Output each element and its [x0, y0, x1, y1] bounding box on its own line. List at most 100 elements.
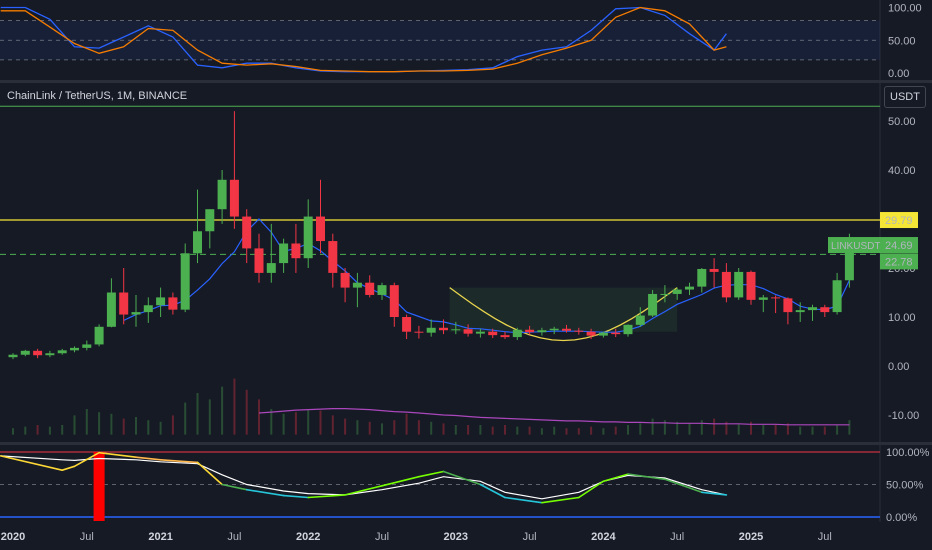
- candle: [82, 340, 92, 351]
- volume-bar: [713, 418, 716, 435]
- candle-body: [844, 245, 854, 281]
- osc-main-line-segment: [73, 451, 100, 468]
- candle-body: [106, 292, 116, 327]
- candle: [525, 325, 535, 335]
- stoch-tick-label: 0.00: [888, 68, 909, 80]
- candle: [488, 328, 498, 339]
- stoch-tick-label: 50.00: [888, 35, 916, 47]
- price-tick-label: 40.00: [888, 165, 916, 177]
- volume-bar: [627, 425, 629, 435]
- price-tick-label: 0.00: [888, 361, 909, 373]
- volume-bar: [663, 420, 666, 435]
- volume-bar: [725, 421, 728, 435]
- candle-body: [266, 263, 276, 273]
- volume-bar: [774, 425, 777, 435]
- candle-body: [734, 271, 744, 298]
- candle-body: [488, 331, 498, 336]
- candle-body: [562, 328, 571, 331]
- candle-body: [279, 243, 289, 264]
- volume-bar: [700, 420, 703, 435]
- candle-body: [377, 285, 387, 295]
- osc-main-line-segment: [159, 458, 199, 464]
- candle: [266, 223, 276, 283]
- volume-bar: [110, 413, 113, 435]
- time-tick-label: 2020: [1, 531, 25, 543]
- candle-body: [586, 331, 596, 336]
- candle: [451, 321, 461, 335]
- volume-bar: [405, 413, 408, 435]
- candle-body: [574, 330, 584, 332]
- volume-bar: [479, 425, 482, 435]
- volume-bar: [590, 426, 593, 435]
- osc-main-line-segment: [602, 473, 629, 483]
- candle: [611, 328, 621, 338]
- candle: [783, 297, 793, 325]
- candle: [734, 268, 744, 300]
- candle-body: [94, 326, 104, 345]
- volume-bar: [516, 426, 519, 435]
- volume-bar: [651, 418, 654, 435]
- time-tick-label: Jul: [670, 531, 684, 543]
- candle: [106, 278, 116, 328]
- volume-bar: [171, 415, 174, 435]
- cup-curve: [449, 287, 678, 342]
- currency-button[interactable]: USDT: [884, 86, 926, 108]
- time-tick-label: Jul: [523, 531, 537, 543]
- candle: [721, 263, 731, 303]
- candle: [229, 111, 239, 229]
- volume-bar: [811, 426, 814, 435]
- candle: [537, 327, 547, 336]
- volume-bar: [393, 420, 396, 435]
- volume-bar: [602, 428, 605, 435]
- last-price-label: 24.69: [885, 240, 913, 252]
- volume-bar: [454, 425, 457, 435]
- volume-bar: [430, 421, 433, 435]
- osc-tick-label: 0.00%: [886, 512, 917, 524]
- candle: [70, 346, 79, 353]
- volume-bar: [73, 415, 76, 435]
- symbol-label: LINKUSDT: [831, 241, 880, 252]
- candle-body: [365, 282, 375, 295]
- osc-main-line-segment: [504, 496, 543, 504]
- osc-tick-label: 50.00%: [886, 480, 924, 492]
- candle: [205, 209, 215, 249]
- candle-body: [635, 315, 645, 325]
- candle: [242, 209, 252, 264]
- candle: [586, 328, 596, 340]
- candle: [697, 268, 707, 293]
- volume-bar: [688, 423, 691, 435]
- volume-bar: [258, 399, 260, 435]
- candle-body: [156, 297, 166, 306]
- volume-bar: [565, 428, 568, 435]
- osc-main-line-segment: [479, 483, 506, 499]
- time-tick-label: 2021: [148, 531, 172, 543]
- volume-bar: [221, 386, 224, 435]
- osc-main-line-segment: [577, 480, 605, 499]
- candle: [574, 327, 584, 335]
- candle: [439, 319, 448, 335]
- candle-body: [611, 332, 621, 335]
- osc-main-line-segment: [627, 473, 666, 481]
- candle: [685, 282, 694, 295]
- candle: [57, 348, 67, 355]
- volume-bar: [528, 426, 531, 435]
- candle-body: [389, 285, 399, 317]
- time-tick-label: Jul: [227, 531, 241, 543]
- candle-body: [168, 297, 178, 310]
- osc-tick-label: 100.00%: [886, 447, 930, 459]
- osc-main-line-segment: [664, 478, 703, 494]
- candle: [389, 282, 399, 327]
- candle-body: [193, 231, 202, 254]
- volume-bar: [823, 426, 826, 435]
- volume-bar: [245, 389, 248, 435]
- candle-body: [697, 268, 707, 287]
- candle-body: [205, 209, 215, 232]
- candle: [316, 179, 325, 254]
- osc-main-line-segment: [61, 465, 76, 472]
- candle-body: [537, 330, 547, 333]
- candle: [352, 272, 362, 308]
- candle: [820, 304, 830, 317]
- volume-bar: [467, 425, 470, 435]
- candle-body: [832, 280, 842, 313]
